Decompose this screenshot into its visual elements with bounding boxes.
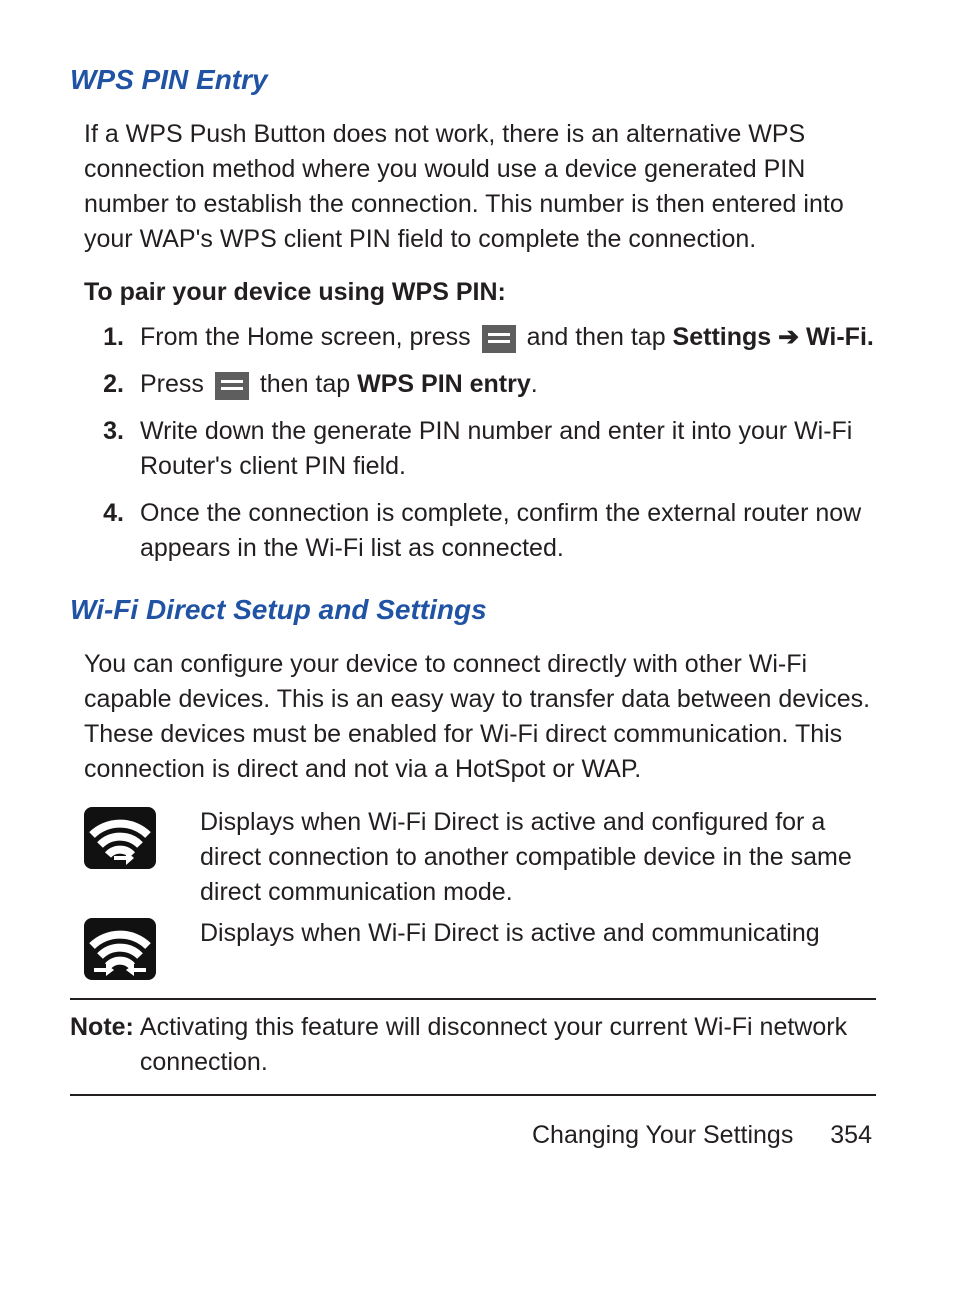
- step-text: and then tap: [527, 323, 673, 351]
- wifi-direct-configured-icon: [84, 807, 156, 869]
- step-body: Press then tap WPS PIN entry.: [140, 367, 876, 402]
- icon-row: Displays when Wi-Fi Direct is active and…: [84, 916, 876, 980]
- icon-cell: [84, 805, 200, 910]
- page-number: 354: [830, 1121, 872, 1149]
- wifi-direct-communicating-icon: [84, 918, 156, 980]
- paragraph-wps-intro: If a WPS Push Button does not work, ther…: [84, 117, 876, 257]
- icon-row: Displays when Wi-Fi Direct is active and…: [84, 805, 876, 910]
- step-body: Once the connection is complete, confirm…: [140, 496, 876, 566]
- step-text: From the Home screen, press: [140, 323, 478, 351]
- icon-cell: [84, 916, 200, 980]
- step-body: Write down the generate PIN number and e…: [140, 414, 876, 484]
- step-number: 4.: [84, 496, 140, 566]
- steps-list: 1. From the Home screen, press and then …: [70, 320, 884, 566]
- step-1: 1. From the Home screen, press and then …: [84, 320, 876, 355]
- step-text: Press: [140, 370, 211, 398]
- icon-description: Displays when Wi-Fi Direct is active and…: [200, 916, 876, 980]
- settings-label: Settings: [673, 323, 772, 351]
- step-number: 3.: [84, 414, 140, 484]
- wps-pin-entry-label: WPS PIN entry: [357, 370, 531, 398]
- note-block: Note: Activating this feature will disco…: [70, 998, 876, 1096]
- step-number: 2.: [84, 367, 140, 402]
- heading-wifi-direct: Wi-Fi Direct Setup and Settings: [70, 590, 884, 629]
- arrow-icon: ➔: [778, 323, 806, 351]
- icon-descriptions: Displays when Wi-Fi Direct is active and…: [84, 805, 876, 980]
- menu-icon: [482, 325, 516, 353]
- menu-icon: [215, 372, 249, 400]
- wifi-label: Wi-Fi.: [806, 323, 874, 351]
- paragraph-wifi-direct-intro: You can configure your device to connect…: [84, 647, 876, 787]
- page-footer: Changing Your Settings 354: [70, 1118, 884, 1153]
- step-text: then tap: [260, 370, 357, 398]
- step-number: 1.: [84, 320, 140, 355]
- chapter-title: Changing Your Settings: [532, 1121, 793, 1149]
- step-4: 4. Once the connection is complete, conf…: [84, 496, 876, 566]
- heading-wps-pin-entry: WPS PIN Entry: [70, 60, 884, 99]
- step-3: 3. Write down the generate PIN number an…: [84, 414, 876, 484]
- note-body: Activating this feature will disconnect …: [140, 1010, 876, 1080]
- icon-description: Displays when Wi-Fi Direct is active and…: [200, 805, 876, 910]
- step-text: .: [531, 370, 538, 398]
- step-2: 2. Press then tap WPS PIN entry.: [84, 367, 876, 402]
- manual-page: WPS PIN Entry If a WPS Push Button does …: [0, 0, 954, 1193]
- step-body: From the Home screen, press and then tap…: [140, 320, 876, 355]
- note-label: Note:: [70, 1010, 140, 1080]
- subheading-pair-device: To pair your device using WPS PIN:: [84, 275, 876, 310]
